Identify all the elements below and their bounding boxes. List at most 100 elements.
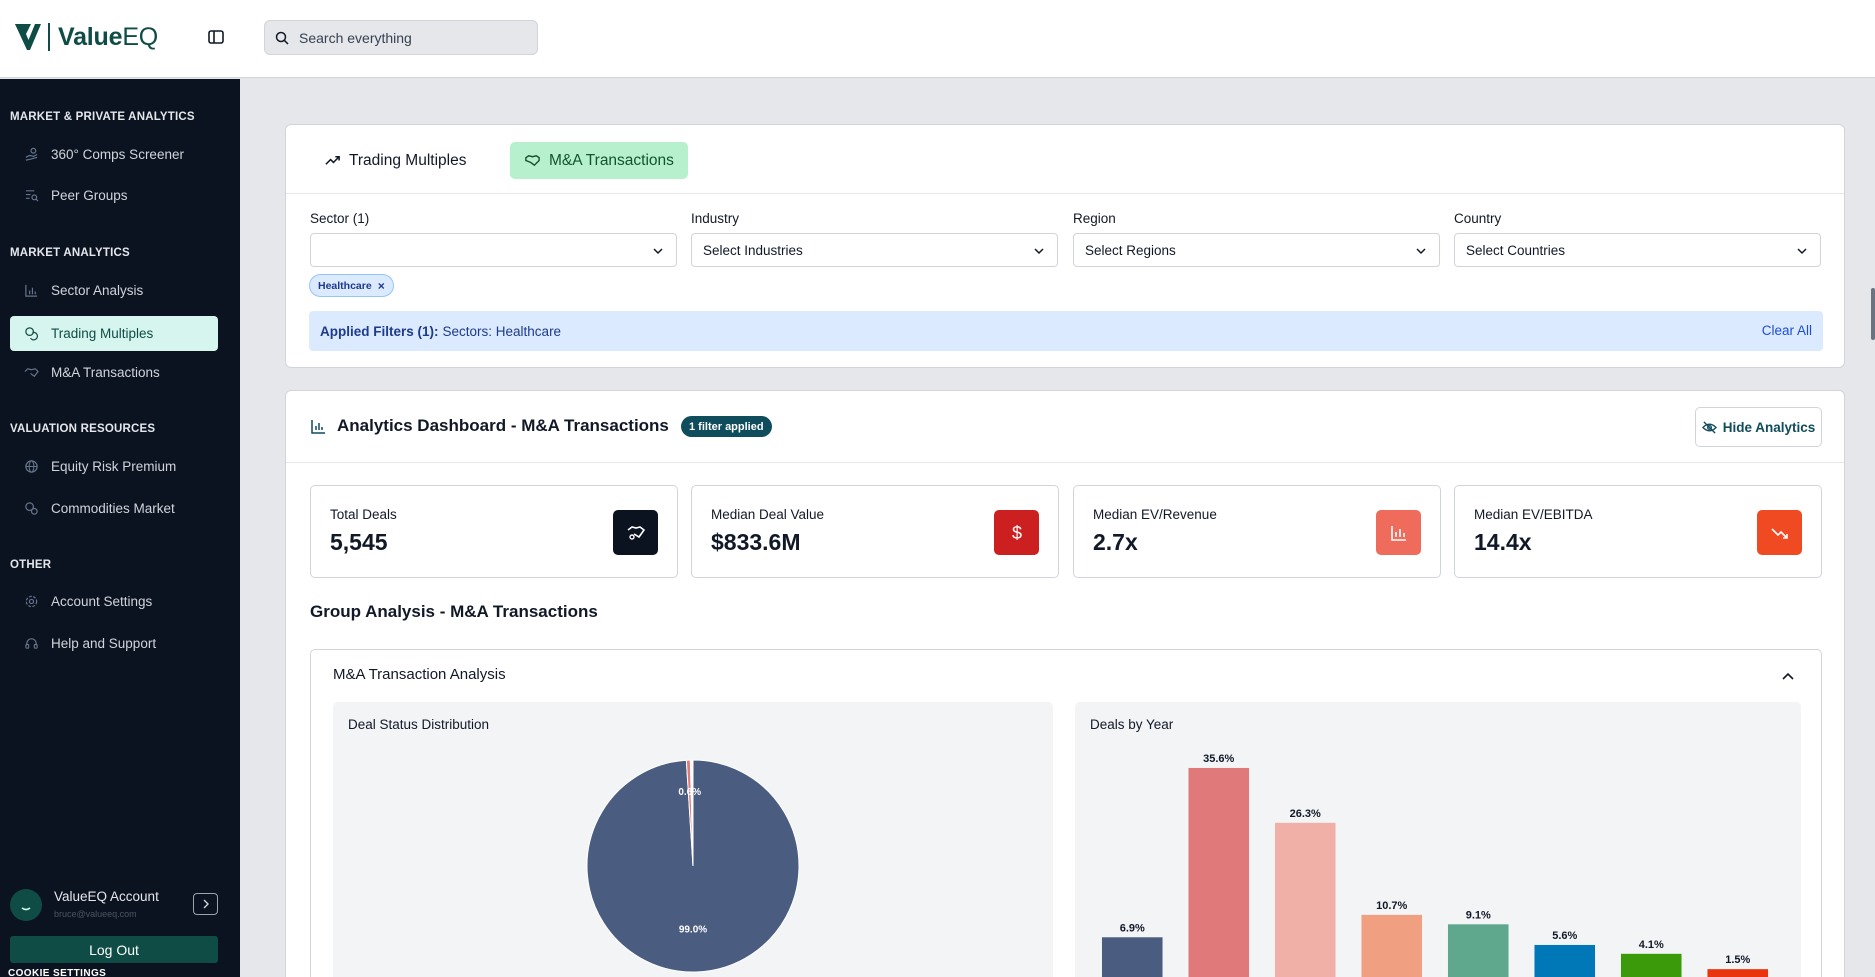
bar-2020[interactable] — [1534, 944, 1596, 977]
account-expand-button[interactable] — [193, 893, 218, 915]
region-select-value: Select Regions — [1085, 242, 1176, 258]
bar-data-label: 4.1% — [1639, 939, 1664, 951]
bar-data-label: 10.7% — [1376, 900, 1407, 912]
cookie-settings-link[interactable]: COOKIE SETTINGS — [8, 968, 107, 977]
group-analysis-title: Group Analysis - M&A Transactions — [310, 602, 598, 621]
sidebar-item-label: Help and Support — [51, 636, 157, 651]
tab-trading-multiples[interactable]: Trading Multiples — [310, 142, 480, 179]
bar-2023[interactable] — [1274, 822, 1336, 977]
analysis-title: M&A Transaction Analysis — [333, 666, 506, 683]
bar-data-label: 9.1% — [1466, 909, 1491, 921]
account-menu[interactable]: ValueEQ Account bruce@valueeq.com — [10, 885, 220, 921]
chevron-right-icon — [203, 899, 209, 909]
search-icon — [275, 31, 289, 45]
page-scrollbar[interactable] — [1871, 288, 1875, 340]
country-select-value: Select Countries — [1466, 242, 1566, 258]
sidebar-item-label: Equity Risk Premium — [51, 459, 177, 474]
account-name: ValueEQ Account — [54, 889, 159, 904]
sidebar-item-trading-multiples[interactable]: Trading Multiples — [10, 316, 218, 351]
sidebar-item-label: M&A Transactions — [51, 365, 160, 380]
sidebar-item-peer-groups[interactable]: Peer Groups — [10, 178, 218, 213]
sidebar-item-commodities-market[interactable]: Commodities Market — [10, 491, 218, 526]
avatar — [10, 889, 42, 921]
bar-data-label: 26.3% — [1290, 808, 1321, 820]
dashboard-header: Analytics Dashboard - M&A Transactions 1… — [286, 391, 1844, 463]
deals-by-year-panel: Deals by Year 6.9%202535.6%202426.3%2023… — [1075, 702, 1801, 977]
region-select[interactable]: Select Regions — [1073, 233, 1440, 267]
deal-status-panel: Deal Status Distribution 99.0%0.6%Closed… — [333, 702, 1053, 977]
filter-count-badge: 1 filter applied — [681, 416, 772, 437]
handshake-icon — [613, 510, 658, 555]
hide-analytics-label: Hide Analytics — [1722, 419, 1816, 435]
sidebar-item-sector-analysis[interactable]: Sector Analysis — [10, 273, 218, 308]
applied-filters-value: Sectors: Healthcare — [442, 323, 562, 339]
sidebar-item-label: Commodities Market — [51, 501, 175, 516]
logo-divider — [48, 23, 50, 51]
bar-chart-icon — [25, 284, 38, 297]
sidebar: MARKET & PRIVATE ANALYTICS 360° Comps Sc… — [0, 79, 240, 977]
kpi-card-total-deals: Total Deals 5,545 — [310, 485, 678, 578]
chevron-down-icon — [1797, 248, 1807, 255]
brand-name: ValueEQ — [58, 22, 159, 51]
bar-2022[interactable] — [1361, 914, 1423, 977]
sidebar-toggle-icon[interactable] — [207, 28, 225, 46]
sidebar-item-ma-transactions[interactable]: M&A Transactions — [10, 355, 218, 390]
sector-select[interactable] — [310, 233, 677, 267]
dollar-icon: $ — [994, 510, 1039, 555]
sidebar-item-help-support[interactable]: Help and Support — [10, 626, 218, 661]
search-input[interactable] — [299, 29, 519, 46]
kpi-label: Total Deals — [330, 507, 397, 522]
deal-status-pie-chart: 99.0%0.6%ClosedAnnouncementPendingNot di… — [586, 759, 800, 973]
sidebar-item-account-settings[interactable]: Account Settings — [10, 584, 218, 619]
chevron-down-icon — [1034, 248, 1044, 255]
bar-data-label: 5.6% — [1552, 930, 1577, 942]
handshake-icon — [24, 368, 39, 378]
logout-button[interactable]: Log Out — [10, 936, 218, 963]
search-bar[interactable] — [264, 20, 538, 55]
chevron-up-icon[interactable] — [1781, 670, 1795, 684]
brand-logo[interactable]: ValueEQ — [14, 22, 158, 52]
coins-icon — [25, 327, 39, 341]
industry-select[interactable]: Select Industries — [691, 233, 1058, 267]
eye-off-icon — [1701, 420, 1717, 434]
sidebar-item-label: Account Settings — [51, 594, 153, 609]
sidebar-section-title: VALUATION RESOURCES — [10, 423, 156, 435]
remove-chip-icon[interactable]: × — [377, 278, 385, 293]
applied-filters-bar: Applied Filters (1): Sectors: Healthcare… — [309, 311, 1823, 351]
bar-2024[interactable] — [1188, 767, 1250, 977]
bar-data-label: 6.9% — [1120, 922, 1145, 934]
country-select[interactable]: Select Countries — [1454, 233, 1821, 267]
list-search-icon — [25, 190, 39, 202]
trending-up-icon — [325, 155, 340, 165]
bar-2025[interactable] — [1101, 937, 1163, 977]
sidebar-item-comps-screener[interactable]: 360° Comps Screener — [10, 137, 218, 172]
sidebar-section-title: OTHER — [10, 559, 52, 571]
pie-slice-announced[interactable] — [691, 759, 694, 867]
sidebar-section-title: MARKET ANALYTICS — [10, 247, 130, 259]
hide-analytics-button[interactable]: Hide Analytics — [1695, 407, 1822, 447]
svg-text:$: $ — [1011, 523, 1021, 543]
commodities-icon — [25, 502, 38, 515]
kpi-value: 2.7x — [1093, 529, 1138, 555]
tab-ma-transactions[interactable]: M&A Transactions — [510, 142, 688, 179]
bar-2021[interactable] — [1447, 924, 1509, 977]
sidebar-item-label: Sector Analysis — [51, 283, 144, 298]
globe-icon — [25, 460, 38, 473]
bar-data-label: 35.6% — [1203, 753, 1234, 765]
kpi-value: 5,545 — [330, 529, 388, 555]
sidebar-item-equity-risk-premium[interactable]: Equity Risk Premium — [10, 449, 218, 484]
account-email: bruce@valueeq.com — [54, 909, 137, 919]
industry-select-value: Select Industries — [703, 242, 803, 258]
ma-transaction-analysis: M&A Transaction Analysis Deal Status Dis… — [310, 649, 1822, 977]
hand-coins-icon — [25, 147, 38, 161]
bar-2018[interactable] — [1707, 969, 1769, 977]
bar-2019[interactable] — [1620, 953, 1682, 977]
chart-title: Deals by Year — [1090, 717, 1174, 732]
sidebar-item-label: Peer Groups — [51, 188, 128, 203]
clear-all-button[interactable]: Clear All — [1761, 323, 1812, 338]
headset-icon — [25, 638, 38, 649]
sidebar-item-label: 360° Comps Screener — [51, 147, 184, 162]
bar-chart-icon — [1376, 510, 1421, 555]
tab-label: M&A Transactions — [549, 151, 674, 169]
analytics-dashboard-card: Analytics Dashboard - M&A Transactions 1… — [285, 390, 1845, 977]
